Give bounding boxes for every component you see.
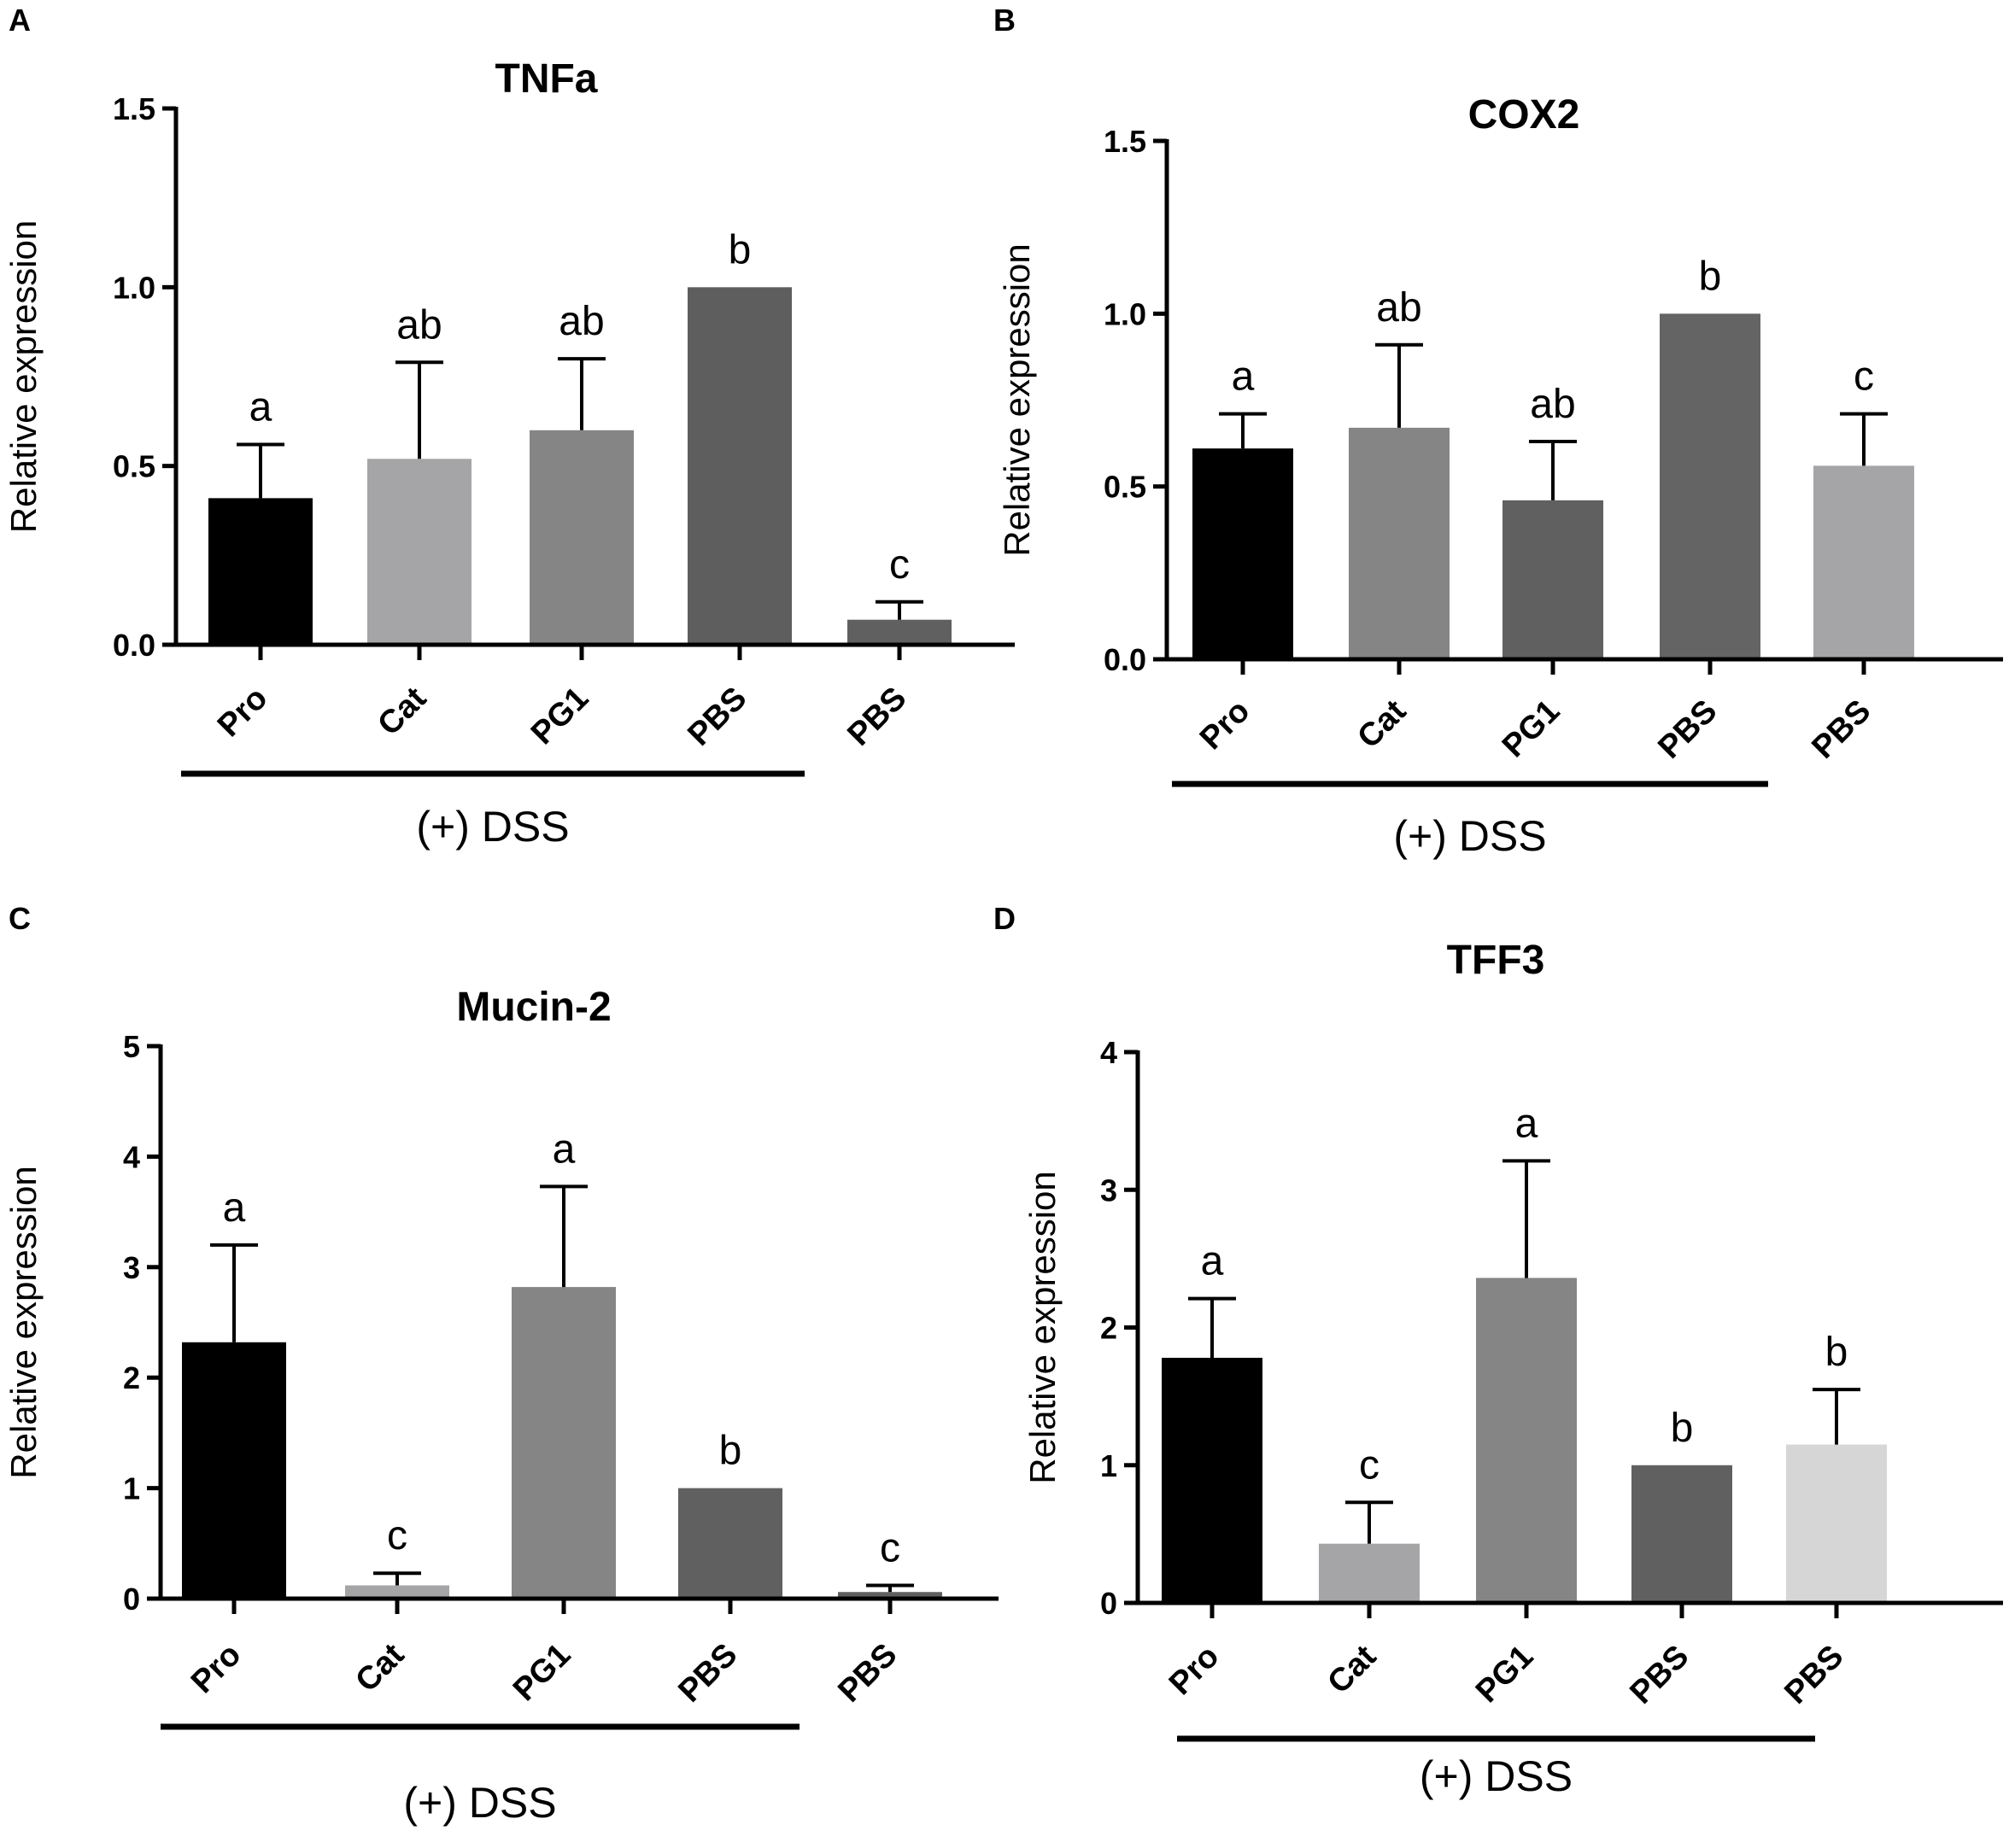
- bar-1: [208, 498, 313, 645]
- panel-letter: A: [9, 3, 31, 38]
- bar-2: [367, 459, 472, 645]
- y-tick-label: 3: [1100, 1173, 1117, 1208]
- group-label: (+) DSS: [1420, 1752, 1573, 1800]
- y-tick-label: 0: [1100, 1586, 1117, 1621]
- bar-3: [512, 1287, 616, 1599]
- y-axis-label: Relative expression: [3, 1166, 44, 1479]
- y-axis-label: Relative expression: [1022, 1171, 1063, 1484]
- bar-4: [1631, 1465, 1732, 1603]
- y-tick-label: 1.5: [113, 91, 155, 126]
- bar-5: [1813, 465, 1914, 659]
- y-tick-label: 0.0: [113, 628, 155, 663]
- significance-label-5: b: [1825, 1330, 1848, 1375]
- y-tick-label: 5: [123, 1029, 140, 1064]
- bar-3: [530, 430, 634, 645]
- panel-letter: D: [993, 901, 1016, 936]
- significance-label-4: b: [729, 227, 752, 272]
- significance-label-4: b: [719, 1429, 742, 1474]
- bar-5: [1786, 1444, 1887, 1603]
- significance-label-3: a: [1515, 1101, 1538, 1146]
- significance-label-1: a: [1201, 1239, 1224, 1284]
- significance-label-3: ab: [1530, 382, 1575, 427]
- chart-title: TFF3: [1447, 938, 1545, 983]
- bar-5: [847, 619, 952, 645]
- y-tick-label: 3: [123, 1250, 140, 1285]
- significance-label-2: ab: [396, 302, 442, 348]
- significance-label-5: c: [889, 542, 910, 588]
- y-tick-label: 0.0: [1104, 642, 1146, 677]
- bar-1: [1162, 1357, 1262, 1603]
- group-label: (+) DSS: [416, 803, 569, 851]
- y-tick-label: 0.5: [1104, 470, 1146, 505]
- y-tick-label: 2: [123, 1360, 140, 1395]
- bar-4: [678, 1488, 782, 1599]
- significance-label-1: a: [249, 385, 272, 430]
- significance-label-5: c: [1854, 354, 1874, 400]
- y-tick-label: 1.0: [113, 270, 155, 305]
- y-tick-label: 0.5: [113, 449, 155, 484]
- significance-label-1: a: [1232, 354, 1255, 400]
- panel-letter: B: [993, 3, 1016, 38]
- bar-4: [1660, 313, 1760, 659]
- y-tick-label: 2: [1100, 1311, 1117, 1346]
- bar-1: [1192, 448, 1293, 659]
- significance-label-5: c: [880, 1525, 900, 1570]
- chart-title: COX2: [1468, 92, 1580, 137]
- bar-2: [1349, 427, 1450, 659]
- significance-label-2: ab: [1376, 285, 1421, 330]
- chart-title: Mucin-2: [456, 985, 611, 1030]
- bar-2: [345, 1585, 449, 1599]
- y-tick-label: 1: [123, 1471, 140, 1506]
- bar-3: [1476, 1278, 1577, 1603]
- chart-title: TNFa: [495, 56, 598, 102]
- bar-1: [182, 1342, 286, 1599]
- group-label: (+) DSS: [403, 1779, 556, 1827]
- y-tick-label: 1: [1100, 1448, 1117, 1483]
- bar-3: [1502, 500, 1603, 659]
- significance-label-1: a: [223, 1185, 246, 1231]
- significance-label-2: c: [387, 1513, 407, 1559]
- bar-4: [688, 287, 792, 645]
- y-tick-label: 1.5: [1104, 124, 1146, 159]
- significance-label-4: b: [1671, 1406, 1694, 1451]
- y-tick-label: 4: [1100, 1035, 1117, 1070]
- y-axis-label: Relative expression: [3, 220, 44, 534]
- y-axis-label: Relative expression: [997, 243, 1037, 557]
- significance-label-4: b: [1699, 254, 1722, 299]
- y-tick-label: 1.0: [1104, 296, 1146, 331]
- significance-label-2: c: [1359, 1442, 1379, 1488]
- significance-label-3: a: [553, 1126, 576, 1172]
- panel-letter: C: [9, 901, 31, 936]
- bar-5: [838, 1592, 942, 1599]
- y-tick-label: 4: [123, 1139, 140, 1174]
- group-label: (+) DSS: [1393, 812, 1546, 860]
- significance-label-3: ab: [559, 299, 604, 344]
- y-tick-label: 0: [123, 1582, 140, 1617]
- bar-2: [1319, 1543, 1420, 1603]
